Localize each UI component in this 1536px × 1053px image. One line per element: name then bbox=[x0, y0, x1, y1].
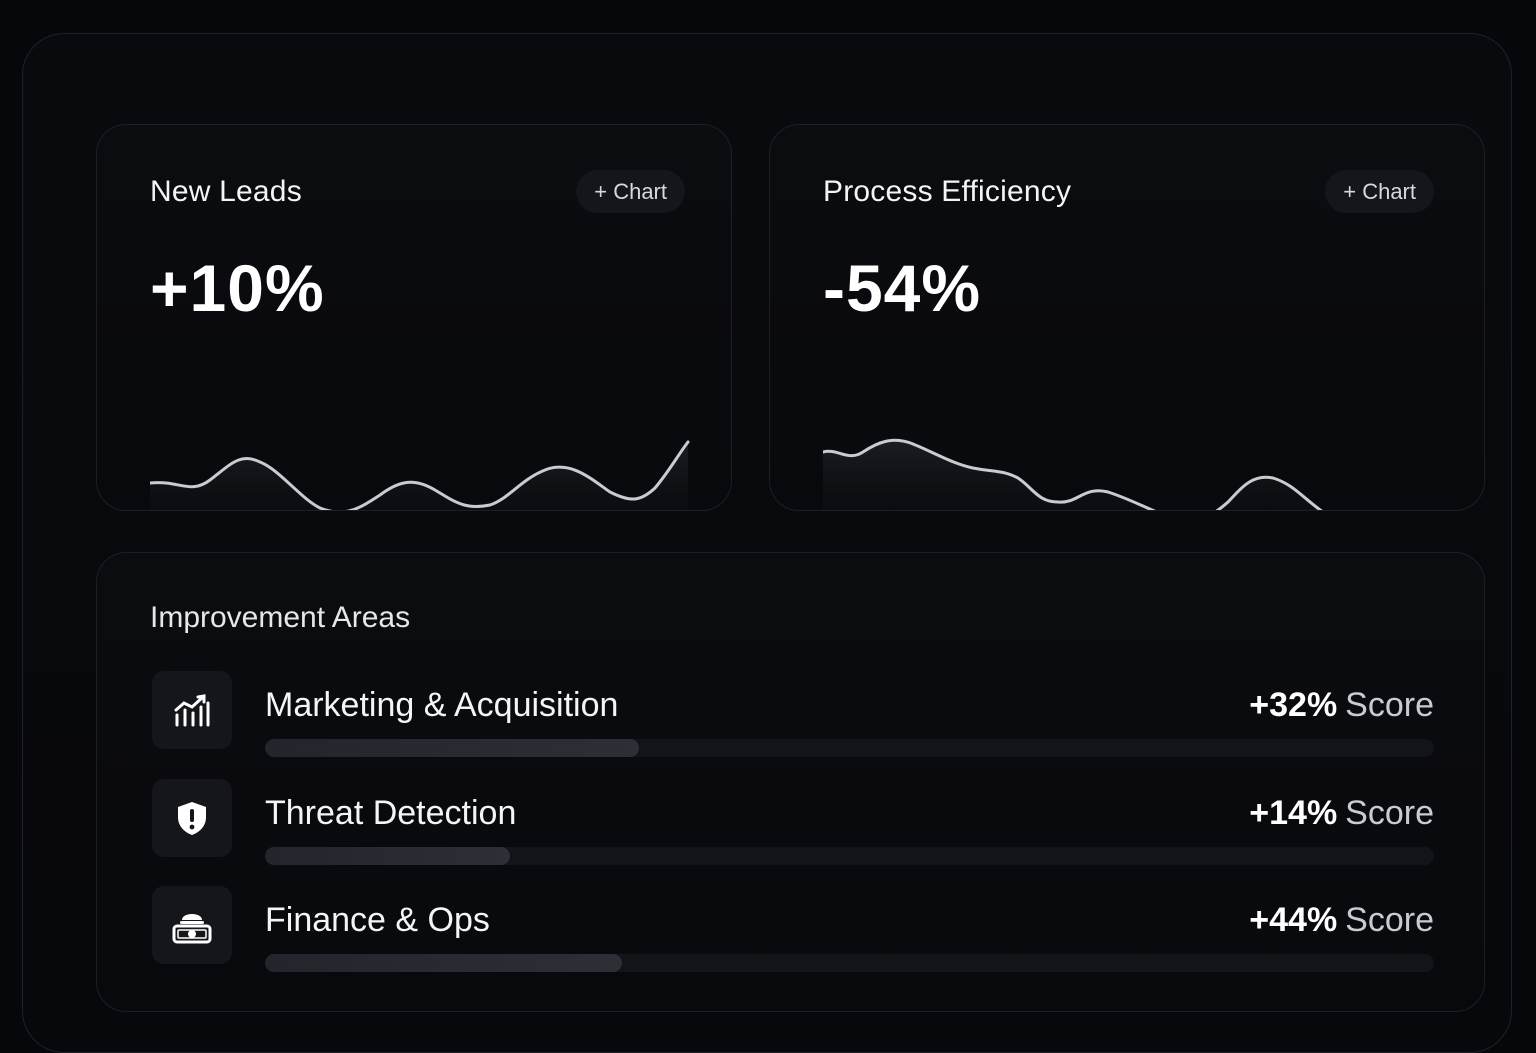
area-name: Finance & Ops bbox=[265, 901, 490, 939]
improvement-row[interactable]: Finance & Ops +44% Score bbox=[152, 886, 1434, 972]
shield-alert-icon bbox=[152, 779, 232, 857]
area-name: Marketing & Acquisition bbox=[265, 686, 619, 724]
metric-value: -54% bbox=[823, 251, 982, 325]
improvement-areas-card: Improvement Areas Marketing & Acquisitio… bbox=[96, 552, 1485, 1012]
progress-track bbox=[265, 739, 1434, 757]
progress-track bbox=[265, 847, 1434, 865]
progress-fill bbox=[265, 847, 511, 865]
area-name: Threat Detection bbox=[265, 794, 517, 832]
section-title: Improvement Areas bbox=[150, 601, 411, 634]
score-value: +14% bbox=[1249, 794, 1338, 832]
area-score: +32% Score bbox=[1249, 686, 1434, 725]
bar-chart-icon bbox=[152, 671, 232, 749]
card-title: New Leads bbox=[150, 175, 302, 208]
new-leads-card: New Leads + Chart +10% bbox=[96, 124, 732, 511]
progress-fill bbox=[265, 954, 622, 972]
sparkline-area bbox=[823, 440, 1321, 510]
improvement-row[interactable]: Marketing & Acquisition +32% Score bbox=[152, 671, 1434, 757]
score-value: +44% bbox=[1249, 901, 1338, 939]
progress-track bbox=[265, 954, 1434, 972]
score-label: Score bbox=[1345, 794, 1434, 832]
process-efficiency-sparkline bbox=[823, 438, 1323, 510]
sparkline-line bbox=[150, 440, 690, 510]
area-score: +14% Score bbox=[1249, 794, 1434, 833]
add-chart-button[interactable]: + Chart bbox=[576, 170, 685, 213]
dashboard-panel: New Leads + Chart +10% Process Efficienc… bbox=[22, 33, 1512, 1053]
progress-fill bbox=[265, 739, 640, 757]
process-efficiency-card: Process Efficiency + Chart -54% bbox=[769, 124, 1485, 511]
sparkline-area bbox=[150, 442, 688, 510]
cash-register-icon bbox=[152, 886, 232, 964]
area-score: +44% Score bbox=[1249, 901, 1434, 940]
improvement-row[interactable]: Threat Detection +14% Score bbox=[152, 779, 1434, 865]
card-title: Process Efficiency bbox=[823, 175, 1072, 208]
add-chart-button[interactable]: + Chart bbox=[1325, 170, 1434, 213]
score-value: +32% bbox=[1249, 686, 1338, 724]
new-leads-sparkline bbox=[150, 440, 690, 510]
score-label: Score bbox=[1345, 686, 1434, 724]
metric-value: +10% bbox=[150, 251, 325, 325]
sparkline-line bbox=[823, 438, 1323, 510]
score-label: Score bbox=[1345, 901, 1434, 939]
